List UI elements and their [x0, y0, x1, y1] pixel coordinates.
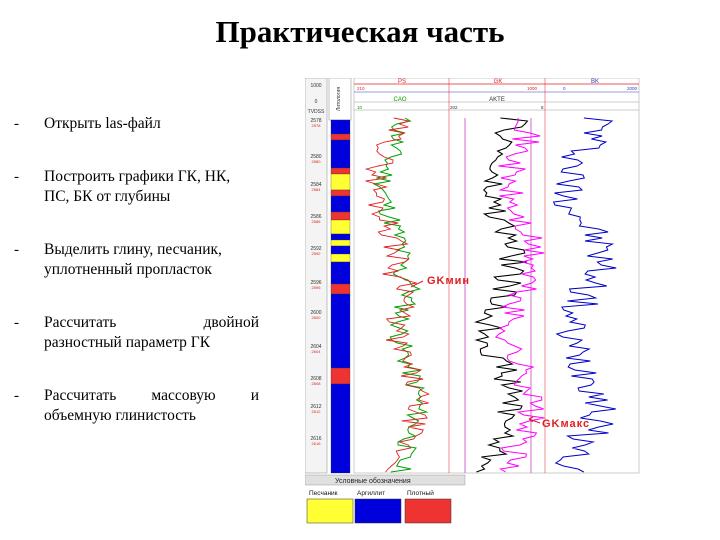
scale-label: 2000: [627, 86, 638, 91]
lithology-layer: [330, 261, 351, 285]
bullet-line: уплотненный пропласток: [44, 261, 212, 278]
bullet-item-calc-clay: Рассчитать массовую и: [44, 386, 259, 406]
legend-label: Плотный: [407, 489, 434, 497]
legend-label: Песчаник: [309, 490, 338, 497]
depth-label-red: 2596: [312, 285, 322, 290]
depth-label-red: 2604: [312, 349, 322, 354]
lithology-layer: [330, 367, 351, 385]
depth-label: 2578: [310, 118, 321, 124]
bullet-line: Рассчитать массовую и: [44, 387, 259, 404]
depth-header-2: 0: [315, 99, 318, 105]
depth-label-red: 2592: [312, 251, 322, 256]
depth-label: 2604: [310, 344, 321, 350]
depth-label-red: 2608: [312, 381, 322, 386]
depth-label: 2592: [310, 246, 321, 252]
well-log-svg: 1000 0 TVDSS Литология PS GK BK CAO AKTE…: [305, 78, 640, 528]
depth-column: [305, 78, 328, 474]
bullet-line: Выделить глину, песчаник,: [44, 241, 222, 258]
bullet-line: разностный параметр ГК: [44, 334, 211, 351]
lithology-layer: [330, 253, 351, 263]
depth-label: 2580: [310, 154, 321, 160]
depth-label: 2596: [310, 280, 321, 286]
scale-label: 0: [563, 86, 566, 91]
bullet-item-calc-clay-cont: объемную глинистость: [44, 406, 259, 426]
lithology-layer: [330, 245, 351, 255]
bullet-dash: -: [14, 169, 19, 185]
gk-min-label: GKмин: [427, 275, 470, 287]
depth-label: 2616: [310, 436, 321, 442]
depth-label: 2586: [310, 214, 321, 220]
lithology-layer: [330, 195, 351, 213]
depth-label: 2584: [310, 182, 321, 188]
legend-title: Условные обозначения: [335, 477, 411, 485]
legend-swatch: [404, 498, 452, 524]
bk-curve: [552, 117, 617, 473]
bullet-line: Рассчитать двойной: [44, 314, 259, 331]
depth-label-red: 2616: [312, 441, 322, 446]
nk-curve: [473, 117, 529, 473]
depth-label: 2600: [310, 310, 321, 316]
lithology-layer: [330, 233, 351, 241]
bullet-line: объемную глинистость: [44, 407, 196, 424]
scale-label: 202: [450, 105, 458, 110]
lithology-layer: [330, 119, 351, 135]
scale-label: 210: [357, 86, 365, 91]
depth-label: 2608: [310, 376, 321, 382]
track-header-gk: GK: [494, 79, 503, 85]
lithology-layer: [330, 167, 351, 175]
bullet-dash: -: [14, 242, 19, 258]
legend-swatch: [306, 498, 354, 524]
bullet-dash: -: [14, 116, 19, 132]
lithology-layer: [330, 283, 351, 295]
depth-label-red: 2580: [312, 159, 322, 164]
bullet-dash: -: [14, 388, 19, 404]
lithology-layer: [330, 189, 351, 197]
depth-label-red: 2586: [312, 219, 322, 224]
bullet-line: Открыть las-файл: [44, 115, 161, 132]
lith-header-label: Литология: [336, 87, 342, 111]
legend-swatch: [354, 498, 402, 524]
track-header-bk: BK: [591, 79, 599, 85]
gk-curve: [494, 117, 545, 473]
depth-label-red: 2584: [312, 187, 322, 192]
legend-label: Аргиллит: [357, 490, 385, 497]
lithology-layer: [330, 139, 351, 169]
lithology-layer: [330, 211, 351, 221]
lithology-column: [330, 119, 351, 474]
depth-label-red: 2600: [312, 315, 322, 320]
bullet-item-build-plots: Построить графики ГК, НК, ПС, БК от глуб…: [44, 167, 259, 207]
gk-max-label: GKмакс: [542, 418, 590, 430]
sub-header-akte: AKTE: [489, 97, 505, 103]
track-header-ps: PS: [398, 79, 406, 85]
well-log-image: 1000 0 TVDSS Литология PS GK BK CAO AKTE…: [305, 78, 640, 528]
bullet-line: Построить графики ГК, НК,: [44, 168, 231, 185]
depth-label: 2612: [310, 404, 321, 410]
scale-label: 8: [541, 105, 544, 110]
red-curve: [364, 117, 430, 473]
sub-header-cao: CAO: [393, 97, 406, 103]
bullet-item-calc-gk-param-cont: разностный параметр ГК: [44, 333, 259, 353]
scale-label: 10: [357, 105, 363, 110]
curve-track-frame: [353, 78, 640, 474]
bullet-item-calc-gk-param: Рассчитать двойной: [44, 313, 259, 333]
legend: Песчаник Аргиллит Плотный: [306, 489, 452, 524]
lithology-layer: [330, 219, 351, 235]
bullet-item-identify-layers: Выделить глину, песчаник, уплотненный пр…: [44, 240, 259, 280]
depth-header-3: TVDSS: [308, 109, 325, 115]
page-title: Практическая часть: [215, 14, 505, 49]
depth-label-red: 2578: [312, 123, 322, 128]
lithology-layer: [330, 239, 351, 247]
bullet-line: ПС, БК от глубины: [44, 188, 171, 205]
depth-header-1: 1000: [310, 83, 321, 89]
lithology-layer: [330, 383, 351, 474]
scale-label: 1000: [527, 86, 538, 91]
lithology-layer: [330, 173, 351, 191]
depth-label-red: 2612: [312, 409, 322, 414]
bullet-dash: -: [14, 315, 19, 331]
bullet-item-open-las: Открыть las-файл: [44, 114, 259, 134]
lithology-layer: [330, 133, 351, 141]
lithology-layer: [330, 293, 351, 369]
legend-title-bar: [305, 474, 466, 486]
